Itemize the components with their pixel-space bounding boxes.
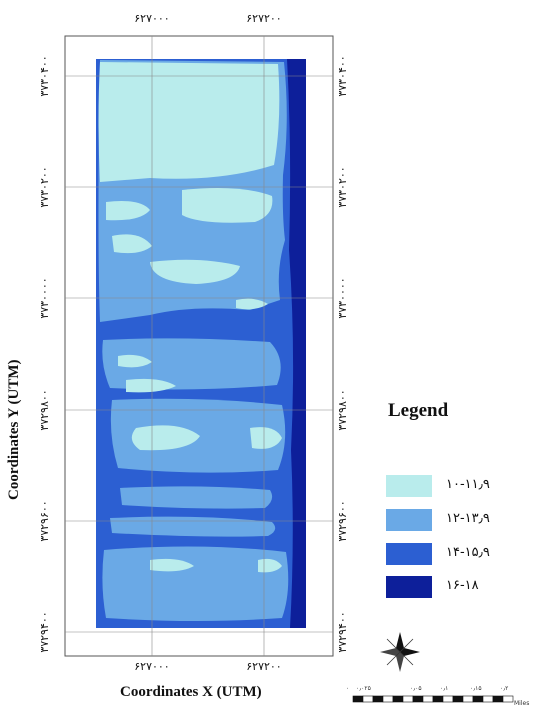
scale-block	[372, 695, 384, 703]
y-tick-left-4: ۳۷۲۹۸۰۰	[38, 389, 51, 430]
scale-label-0: ۰	[346, 685, 349, 692]
legend-swatch	[386, 543, 432, 565]
legend-label: ۱۶-۱۸	[446, 578, 479, 593]
scale-bar: ۰ ۰٫۰۲۵ ۰٫۰۵ ۰٫۱ ۰٫۱۵ ۰٫۲ Miles	[346, 685, 529, 707]
scale-label-3: ۰٫۱	[440, 685, 448, 692]
legend-label: ۱۲-۱۳٫۹	[446, 511, 490, 526]
grid-lines	[65, 36, 333, 656]
scale-block	[362, 695, 374, 703]
y-tick-right-6: ۳۷۲۹۴۰۰	[336, 611, 349, 652]
scale-block	[412, 695, 424, 703]
x-tick-top-2: ۶۲۷۲۰۰	[246, 12, 281, 25]
scale-block	[422, 695, 434, 703]
scale-block	[432, 695, 444, 703]
y-tick-right-5: ۳۷۲۹۶۰۰	[336, 500, 349, 541]
legend-swatch	[386, 509, 432, 531]
scale-label-2: ۰٫۰۵	[410, 685, 422, 692]
y-tick-left-1: ۳۷۳۰۴۰۰	[38, 55, 51, 96]
scale-blocks	[352, 695, 514, 703]
scale-block	[462, 695, 474, 703]
legend-label: ۱۴-۱۵٫۹	[446, 545, 490, 560]
scale-block	[352, 695, 364, 703]
scale-block	[382, 695, 394, 703]
legend-swatch	[386, 475, 432, 497]
scale-label-1: ۰٫۰۲۵	[356, 685, 371, 692]
x-tick-bottom-1: ۶۲۷۰۰۰	[134, 660, 169, 673]
scale-block	[472, 695, 484, 703]
scale-block	[482, 695, 494, 703]
y-ticks-left: ۳۷۳۰۴۰۰ ۳۷۳۰۲۰۰ ۳۷۳۰۰۰۰ ۳۷۲۹۸۰۰ ۳۷۲۹۶۰۰ ۳۷۲۹۴…	[38, 55, 51, 652]
scale-block	[402, 695, 414, 703]
scale-block	[492, 695, 504, 703]
x-tick-top-1: ۶۲۷۰۰۰	[134, 12, 169, 25]
y-tick-left-5: ۳۷۲۹۶۰۰	[38, 500, 51, 541]
y-tick-left-2: ۳۷۳۰۲۰۰	[38, 166, 51, 207]
scale-block	[452, 695, 464, 703]
y-tick-right-3: ۳۷۳۰۰۰۰	[336, 277, 349, 318]
scale-unit: Miles	[514, 700, 529, 707]
y-tick-left-3: ۳۷۳۰۰۰۰	[38, 277, 51, 318]
x-axis-title: Coordinates X (UTM)	[120, 684, 262, 700]
legend-swatch	[386, 576, 432, 598]
y-tick-right-1: ۳۷۳۰۴۰۰	[336, 55, 349, 96]
x-tick-bottom-2: ۶۲۷۲۰۰	[246, 660, 281, 673]
scale-block	[392, 695, 404, 703]
scale-label-5: ۰٫۲	[500, 685, 508, 692]
scale-block	[442, 695, 454, 703]
legend-title: Legend	[388, 400, 449, 421]
y-tick-right-2: ۳۷۳۰۲۰۰	[336, 166, 349, 207]
y-axis-title: Coordinates Y (UTM)	[6, 359, 22, 500]
y-tick-right-4: ۳۷۲۹۸۰۰	[336, 389, 349, 430]
y-ticks-right: ۳۷۳۰۴۰۰ ۳۷۳۰۲۰۰ ۳۷۳۰۰۰۰ ۳۷۲۹۸۰۰ ۳۷۲۹۶۰۰ ۳۷۲۹۴…	[336, 55, 349, 652]
legend-label: ۱۰-۱۱٫۹	[446, 477, 490, 492]
y-tick-left-6: ۳۷۲۹۴۰۰	[38, 611, 51, 652]
scale-label-4: ۰٫۱۵	[470, 685, 482, 692]
scale-block	[502, 695, 514, 703]
compass-rose-icon	[380, 632, 420, 672]
